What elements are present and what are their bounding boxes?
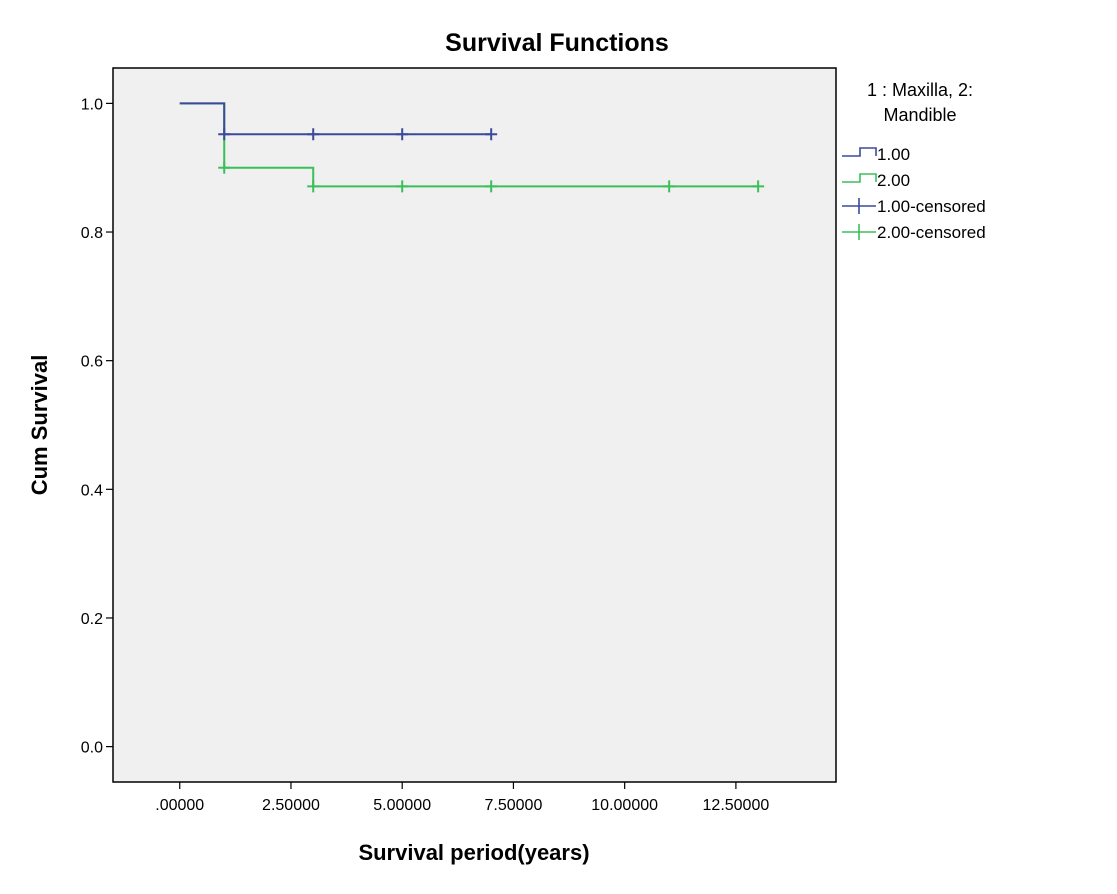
x-tick-label: 12.50000 [703, 797, 770, 814]
y-tick-label: 0.2 [81, 611, 103, 628]
series-2-censor-mark [307, 180, 320, 193]
series-layer [179, 102, 765, 193]
y-axis-label: Cum Survival [27, 355, 52, 496]
legend-title-line-2: Mandible [883, 105, 956, 125]
series-2-censor-mark [218, 161, 231, 174]
x-tick-label: 10.00000 [591, 797, 658, 814]
series-1-censor-mark [396, 128, 409, 141]
chart-title: Survival Functions [445, 29, 669, 57]
x-tick-label: .00000 [155, 797, 204, 814]
y-tick-label: 0.8 [81, 225, 103, 242]
legend-title-line-1: 1 : Maxilla, 2: [867, 80, 973, 100]
y-axis: 0.0 0.2 0.4 0.6 0.8 1.0 [81, 96, 113, 757]
y-tick-label: 0.6 [81, 354, 103, 371]
x-tick-label: 5.00000 [373, 797, 431, 814]
legend-entry-1: 1.00 [842, 145, 910, 164]
series-2-censor-mark [663, 180, 676, 193]
legend-step-swatch [842, 173, 877, 183]
legend-entry-3: 1.00-censored [842, 197, 986, 216]
x-axis-label: Survival period(years) [358, 840, 589, 865]
y-tick-label: 0.0 [81, 740, 103, 757]
x-axis: .00000 2.50000 5.00000 7.50000 10.00000 12.50… [155, 782, 769, 814]
legend-step-swatch [842, 147, 877, 157]
series-1-censor-mark [485, 128, 498, 141]
legend-entry-2: 2.00 [842, 171, 910, 190]
legend-label: 1.00 [877, 145, 910, 164]
series-1-censor-mark [307, 128, 320, 141]
y-tick-label: 1.0 [81, 96, 103, 113]
series-1-censor-mark [218, 128, 231, 141]
x-tick-label: 2.50000 [262, 797, 320, 814]
plot-area [112, 67, 837, 783]
series-2-censor-mark [485, 180, 498, 193]
series-2-censor-mark [396, 180, 409, 193]
legend: 1 : Maxilla, 2: Mandible 1.00 2.00 1.00-ce… [842, 80, 986, 242]
x-tick-label: 7.50000 [485, 797, 543, 814]
legend-label: 1.00-censored [877, 197, 986, 216]
series-1-step-line [179, 102, 492, 136]
legend-label: 2.00-censored [877, 223, 986, 242]
legend-label: 2.00 [877, 171, 910, 190]
y-tick-label: 0.4 [81, 482, 103, 499]
legend-entry-4: 2.00-censored [842, 223, 986, 242]
series-2-censor-mark [752, 180, 765, 193]
